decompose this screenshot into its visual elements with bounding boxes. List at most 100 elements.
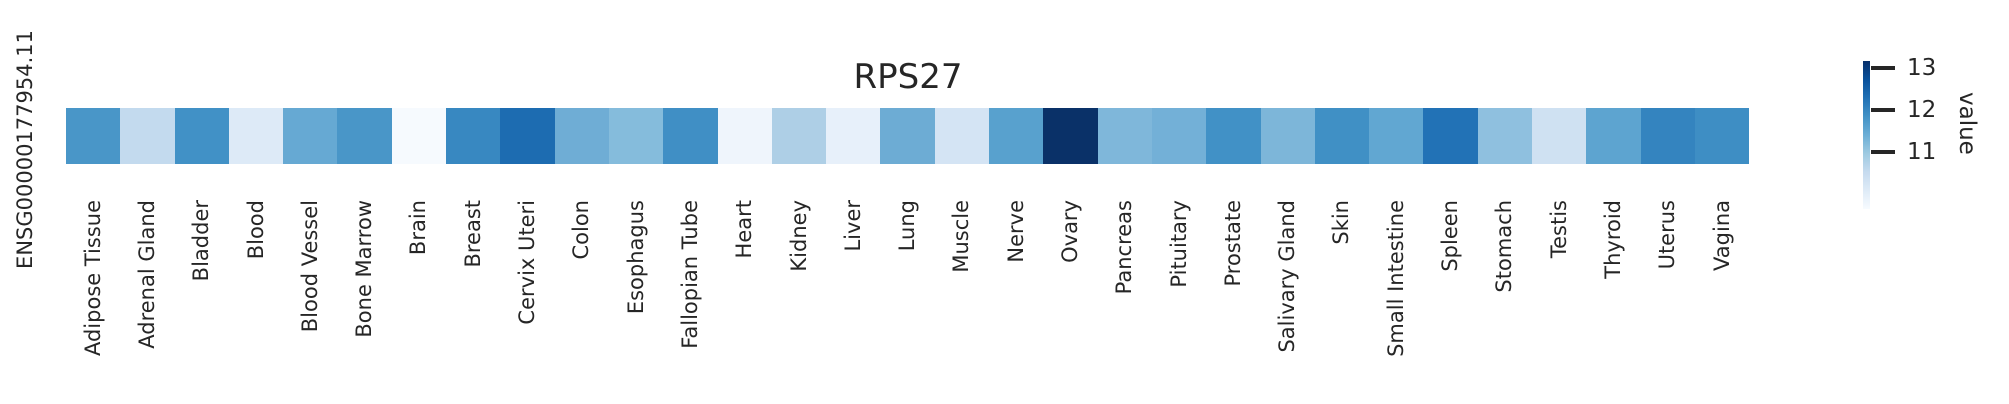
heatmap-cell (934, 108, 990, 164)
heatmap-cell (663, 108, 718, 164)
heatmap-row: Adipose Tissue Adrenal Gland Bladder Blood B… (66, 108, 1750, 357)
heatmap-column: Skin (1314, 108, 1370, 357)
colorbar: value 13 12 11 (1863, 56, 2009, 261)
x-tick-label: Salivary Gland (1275, 200, 1300, 353)
heatmap-column: Bone Marrow (337, 108, 392, 357)
heatmap-cell (608, 108, 664, 164)
x-tick-label: Stomach (1492, 200, 1517, 293)
x-tick-label: Cervix Uteri (515, 200, 540, 325)
x-tick-label: Thyroid (1600, 200, 1625, 279)
heatmap-cell (500, 108, 555, 164)
x-tick-label: Breast (460, 200, 485, 268)
heatmap-cell (337, 108, 392, 164)
heatmap-column: Muscle (934, 108, 990, 357)
x-tick-label: Blood Vessel (297, 200, 322, 333)
x-tick-label: Esophagus (623, 200, 648, 315)
colorbar-tick (1871, 150, 1895, 155)
colorbar-tick-label: 12 (1907, 96, 1937, 123)
heatmap-cell (446, 108, 501, 164)
x-tick-label: Liver (840, 200, 865, 252)
x-tick-label: Nerve (1003, 200, 1028, 263)
heatmap-cell (1314, 108, 1370, 164)
heatmap-cell (1423, 108, 1478, 164)
heatmap-cell (1206, 108, 1261, 164)
heatmap-cell (66, 108, 121, 164)
x-tick-label: Kidney (786, 200, 811, 272)
heatmap-cell (1640, 108, 1695, 164)
heatmap-column: Lung (880, 108, 935, 357)
heatmap-cell (1369, 108, 1424, 164)
heatmap-cell (174, 108, 229, 164)
heatmap-column: Kidney (771, 108, 827, 357)
colorbar-tick (1871, 65, 1895, 70)
heatmap-column: Salivary Gland (1260, 108, 1315, 357)
x-tick-label: Colon (569, 200, 594, 260)
x-tick-label: Small Intestine (1383, 200, 1408, 357)
x-tick-label: Uterus (1655, 200, 1680, 270)
heatmap-column: Nerve (989, 108, 1044, 357)
heatmap-column: Fallopian Tube (663, 108, 718, 357)
heatmap-cell (771, 108, 827, 164)
heatmap-cell (1260, 108, 1315, 164)
x-tick-label: Brain (406, 200, 431, 256)
heatmap-cell (283, 108, 338, 164)
heatmap-cell (1532, 108, 1587, 164)
heatmap-column: Testis (1532, 108, 1587, 357)
x-tick-label: Testis (1546, 200, 1571, 259)
heatmap-cell (880, 108, 935, 164)
colorbar-axis-label: value (1954, 92, 1980, 155)
heatmap-cell (717, 108, 772, 164)
heatmap-column: Pituitary (1151, 108, 1207, 357)
x-tick-label: Spleen (1438, 200, 1463, 272)
heatmap-cell (1694, 108, 1750, 164)
heatmap-column: Breast (446, 108, 501, 357)
heatmap-column: Vagina (1694, 108, 1750, 357)
heatmap-column: Esophagus (608, 108, 664, 357)
x-tick-label: Pituitary (1166, 200, 1191, 288)
x-tick-label: Pancreas (1112, 200, 1137, 295)
heatmap-column: Spleen (1423, 108, 1478, 357)
x-tick-label: Bone Marrow (352, 200, 377, 338)
heatmap-column: Stomach (1477, 108, 1533, 357)
heatmap-column: Adrenal Gland (120, 108, 175, 357)
x-tick-label: Lung (895, 200, 920, 252)
heatmap-column: Bladder (174, 108, 229, 357)
y-axis-label: ENSG00000177954.11 (13, 30, 37, 269)
heatmap-column: Blood (228, 108, 284, 357)
x-tick-label: Heart (732, 200, 757, 259)
x-tick-label: Bladder (189, 200, 214, 282)
heatmap-cell (228, 108, 284, 164)
colorbar-tick-label: 11 (1907, 139, 1937, 166)
heatmap-cell (391, 108, 447, 164)
x-tick-label: Muscle (949, 200, 974, 273)
chart-title: RPS27 (853, 57, 963, 97)
heatmap-column: Prostate (1206, 108, 1261, 357)
heatmap-column: Colon (554, 108, 609, 357)
x-tick-label: Fallopian Tube (677, 200, 702, 349)
heatmap-cell (1586, 108, 1641, 164)
heatmap-column: Uterus (1640, 108, 1695, 357)
heatmap-column: Liver (826, 108, 881, 357)
heatmap-column: Ovary (1043, 108, 1098, 357)
heatmap-cell (1151, 108, 1207, 164)
heatmap-cell (1097, 108, 1152, 164)
heatmap-column: Adipose Tissue (66, 108, 121, 357)
heatmap-cell (826, 108, 881, 164)
heatmap-column: Cervix Uteri (500, 108, 555, 357)
heatmap-cell (1043, 108, 1098, 164)
heatmap-cell (989, 108, 1044, 164)
heatmap-cell (120, 108, 175, 164)
colorbar-gradient (1863, 61, 1870, 209)
heatmap-column: Thyroid (1586, 108, 1641, 357)
heatmap-column: Heart (717, 108, 772, 357)
heatmap-column: Pancreas (1097, 108, 1152, 357)
heatmap-cell (1477, 108, 1533, 164)
colorbar-tick (1871, 107, 1895, 112)
x-tick-label: Vagina (1709, 200, 1734, 271)
heatmap-cell (554, 108, 609, 164)
x-tick-label: Adrenal Gland (134, 200, 159, 349)
x-tick-label: Blood (243, 200, 268, 260)
heatmap-column: Small Intestine (1369, 108, 1424, 357)
heatmap-column: Blood Vessel (283, 108, 338, 357)
x-tick-label: Adipose Tissue (80, 200, 105, 357)
